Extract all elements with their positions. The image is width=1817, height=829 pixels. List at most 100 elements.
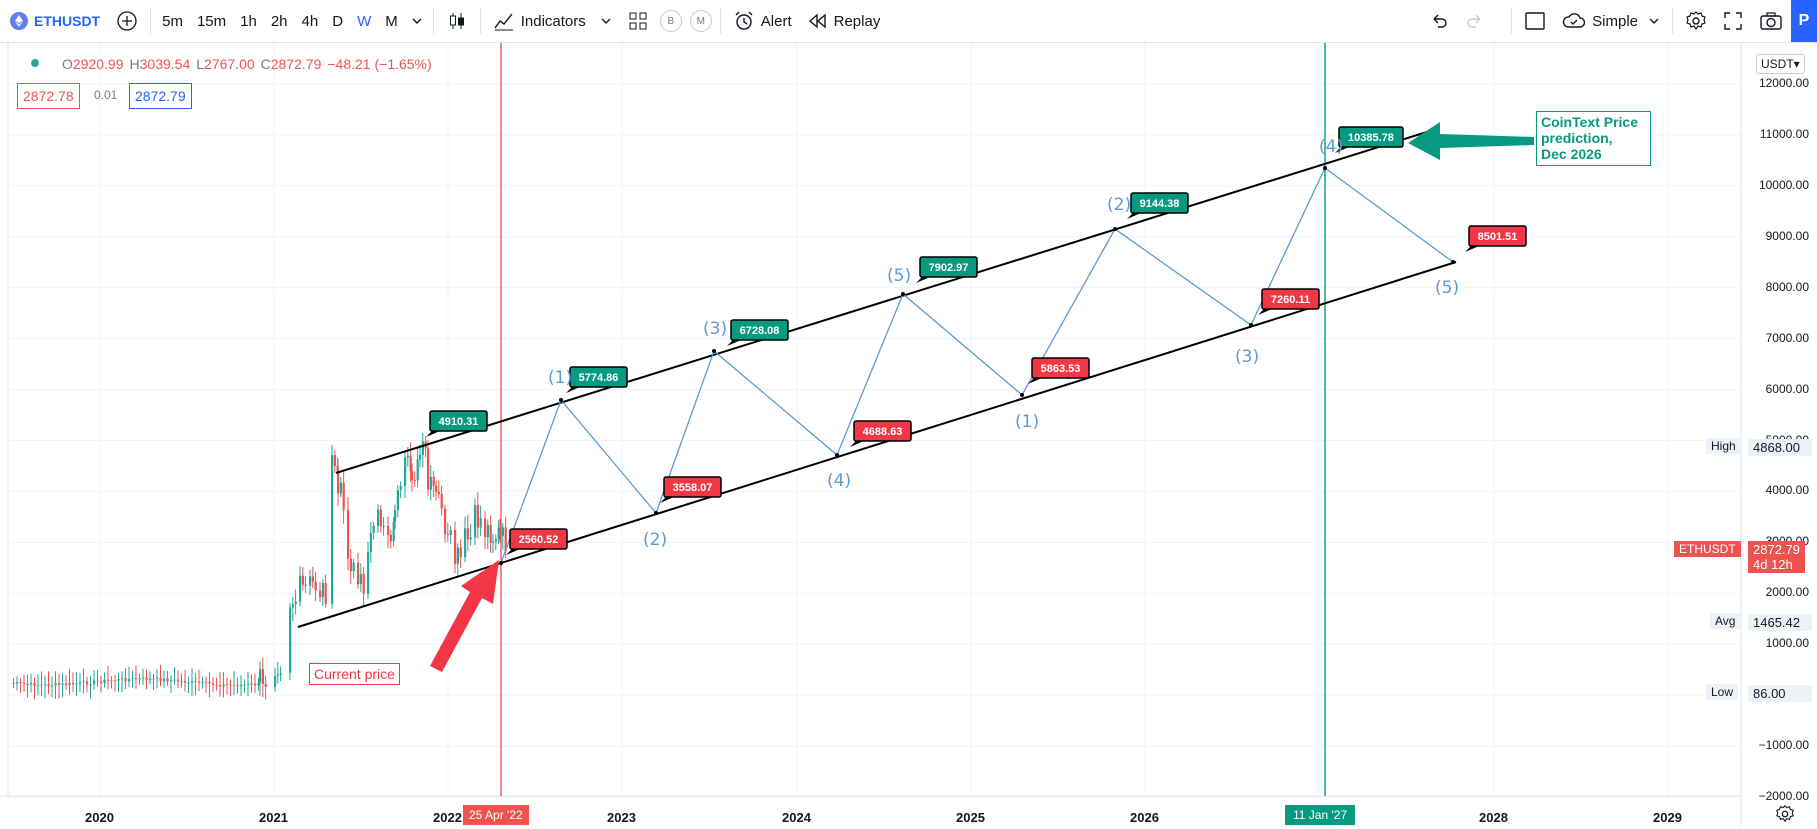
replay-button[interactable]: Replay xyxy=(800,0,889,42)
sell-price-button[interactable]: 2872.78 xyxy=(17,83,80,109)
wave-count-label: (5) xyxy=(1435,278,1459,298)
candle-body xyxy=(100,681,103,684)
candle-body xyxy=(166,678,169,682)
candle-body xyxy=(37,685,40,687)
top-toolbar: ETHUSDT 5m 15m 1h 2h 4h D W M Indicators… xyxy=(0,0,1817,43)
candle-body xyxy=(145,677,148,681)
interval-1h[interactable]: 1h xyxy=(240,12,257,30)
low-label: Low xyxy=(1706,684,1739,700)
toolbar-divider xyxy=(432,8,434,34)
prediction-note-line: Dec 2026 xyxy=(1541,146,1602,162)
candle-body xyxy=(309,576,312,586)
candle-body xyxy=(440,493,443,509)
compare-symbol-button[interactable] xyxy=(108,0,146,42)
candle-body xyxy=(47,684,50,687)
interval-w[interactable]: W xyxy=(357,12,372,30)
candle-body xyxy=(276,674,279,677)
interval-dropdown[interactable] xyxy=(405,0,429,42)
m-toggle-button[interactable]: M xyxy=(686,0,716,42)
chevron-down-icon xyxy=(412,18,422,24)
candle-body xyxy=(474,505,477,538)
lower-price-label xyxy=(1261,288,1320,310)
buy-price-button[interactable]: 2872.79 xyxy=(129,83,192,109)
interval-5m[interactable]: 5m xyxy=(162,12,183,30)
add-circle-icon xyxy=(117,11,137,31)
low-value: 86.00 xyxy=(1748,685,1812,702)
current-price-arrow xyxy=(430,560,499,672)
save-layout-button[interactable]: Simple xyxy=(1554,0,1668,42)
interval-2h[interactable]: 2h xyxy=(270,12,288,30)
wave-pivot-point xyxy=(1451,260,1455,264)
redo-button[interactable] xyxy=(1457,0,1493,42)
candle-body xyxy=(226,684,229,686)
b-toggle-button[interactable]: B xyxy=(656,0,686,42)
upper-price-label-text: 7902.97 xyxy=(929,262,969,274)
ethereum-icon xyxy=(10,12,28,30)
candle-body xyxy=(357,562,360,585)
ohlc-close: C2872.79 xyxy=(260,56,322,72)
snapshot-button[interactable] xyxy=(1751,0,1791,42)
candle-body xyxy=(44,684,47,686)
candle-body xyxy=(291,604,294,608)
candle-body xyxy=(429,476,432,490)
candle-body xyxy=(149,678,152,681)
candle-body xyxy=(324,583,327,604)
chart-type-button[interactable] xyxy=(438,0,476,42)
candle-body xyxy=(159,677,162,682)
publish-button[interactable]: P xyxy=(1791,0,1817,42)
candle-body xyxy=(131,678,134,680)
candle-body xyxy=(30,682,33,685)
interval-4h[interactable]: 4h xyxy=(301,12,319,30)
price-tick-label: 11000.00 xyxy=(1759,126,1809,141)
upper-price-label xyxy=(569,366,628,388)
interval-15m[interactable]: 15m xyxy=(196,12,227,30)
candle-body xyxy=(404,457,407,487)
currency-selector[interactable]: USDT▾ xyxy=(1756,54,1805,74)
candle-body xyxy=(497,528,500,540)
candle-body xyxy=(72,682,75,685)
fullscreen-square-button[interactable] xyxy=(1516,0,1554,42)
candle-body xyxy=(65,683,68,686)
current-price-callout[interactable]: Current price xyxy=(309,663,400,685)
undo-button[interactable] xyxy=(1421,0,1457,42)
upper-price-label-pointer xyxy=(1335,147,1349,153)
candle-body xyxy=(411,471,414,480)
scale-settings-button[interactable] xyxy=(1775,804,1795,829)
candle-body xyxy=(379,509,382,527)
upper-price-label-text: 4910.31 xyxy=(439,416,479,428)
price-tick-label: 1000.00 xyxy=(1765,636,1809,651)
candle-body xyxy=(399,486,402,491)
candle-body xyxy=(362,573,365,594)
wave-count-label: (4) xyxy=(1319,137,1343,157)
candle-body xyxy=(222,684,225,687)
indicators-button[interactable]: Indicators xyxy=(485,0,620,42)
candle-body xyxy=(349,558,352,572)
candle-body xyxy=(369,532,372,552)
ohlc-high: H3039.54 xyxy=(129,56,191,72)
symbol-search[interactable]: ETHUSDT xyxy=(0,0,108,42)
alarm-clock-icon xyxy=(735,11,753,30)
interval-d[interactable]: D xyxy=(332,12,344,30)
candle-body xyxy=(110,680,113,682)
avg-value: 1465.42 xyxy=(1748,614,1812,631)
replay-label: Replay xyxy=(833,12,881,30)
fullscreen-button[interactable] xyxy=(1715,0,1751,42)
candle-body xyxy=(261,669,264,684)
high-value: 4868.00 xyxy=(1748,439,1812,456)
layouts-button[interactable] xyxy=(620,0,656,42)
alert-button[interactable]: Alert xyxy=(725,0,800,42)
candle-body xyxy=(274,676,277,687)
rewind-icon xyxy=(808,13,826,29)
candle-body xyxy=(321,583,324,598)
candle-body xyxy=(406,455,409,458)
settings-button[interactable] xyxy=(1677,0,1715,42)
upper-price-label-text: 5774.86 xyxy=(579,372,619,384)
candle-body xyxy=(359,573,362,585)
square-icon xyxy=(1525,12,1545,30)
interval-m[interactable]: M xyxy=(385,12,398,30)
candle-body xyxy=(456,547,459,564)
candle-body xyxy=(427,448,430,490)
candle-body xyxy=(54,683,57,686)
prediction-note[interactable]: CoinText Price prediction, Dec 2026 xyxy=(1536,111,1651,166)
